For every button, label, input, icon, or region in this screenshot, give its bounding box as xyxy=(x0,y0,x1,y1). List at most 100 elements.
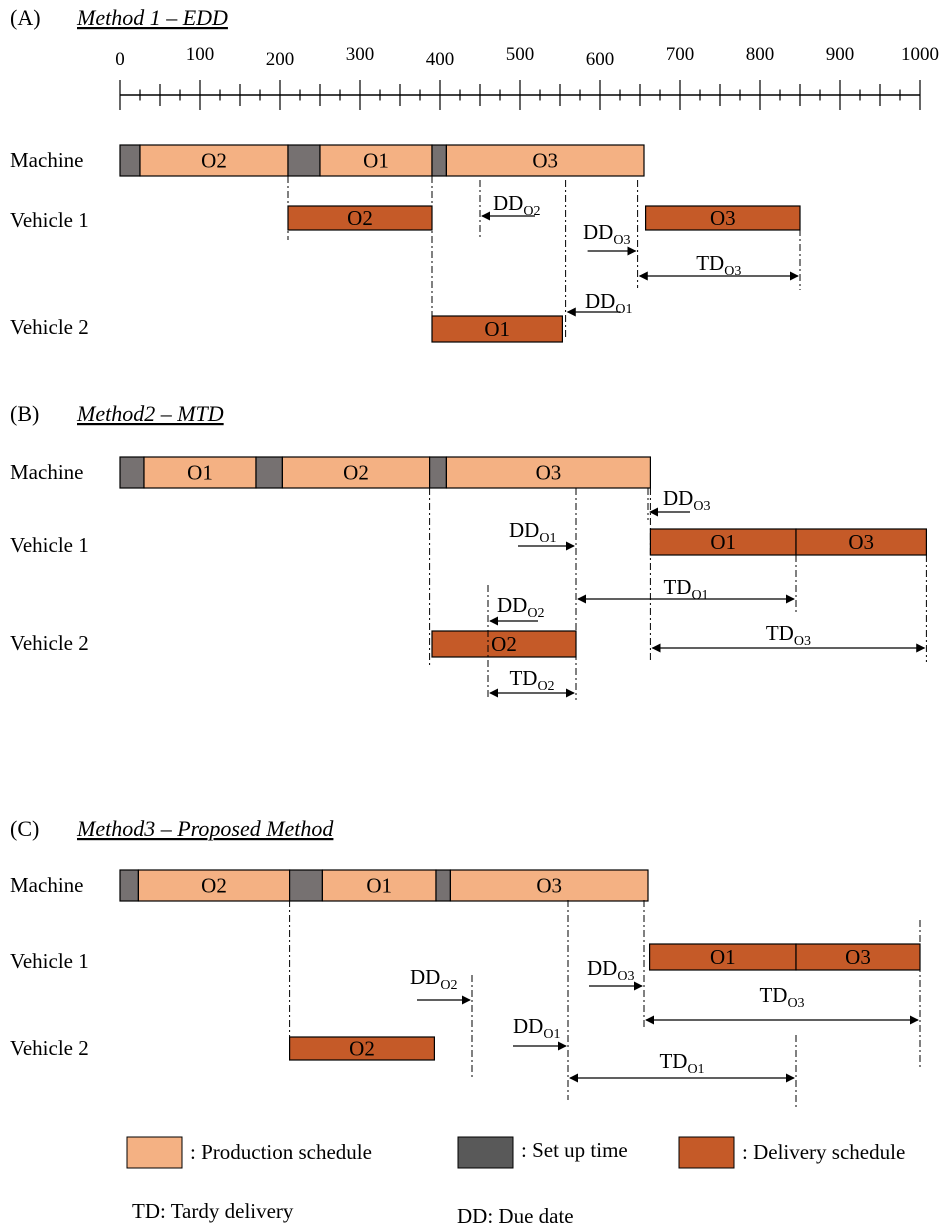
vehicle2-delivery-bar-o2 xyxy=(289,1036,436,1061)
panel-b-vehicle2-label: Vehicle 2 xyxy=(10,631,89,655)
tick-label-0: 0 xyxy=(115,49,125,70)
vehicle1-delivery-bar-o3-label: O3 xyxy=(848,530,874,554)
machine-production-bar-o1 xyxy=(143,456,257,489)
vehicle2-delivery-bar-o2 xyxy=(431,630,577,658)
tick-label-100: 100 xyxy=(186,44,215,65)
machine-production-bar-o1-label: O1 xyxy=(363,149,389,173)
vehicle1-delivery-bar-o3-label: O3 xyxy=(845,945,871,969)
panel-b-vehicle1-label: Vehicle 1 xyxy=(10,533,89,557)
panel-c-vehicle2-label: Vehicle 2 xyxy=(10,1036,89,1060)
due-date-label-o2: DDO2 xyxy=(493,191,540,219)
panel-a-machine-label: Machine xyxy=(10,148,83,172)
vehicle1-delivery-bar-o3 xyxy=(795,528,927,556)
panel-b-title: Method2 – MTD xyxy=(76,401,224,426)
legend: : Production schedule : Set up time : De… xyxy=(126,1136,905,1228)
panel-c-letter: (C) xyxy=(10,816,39,841)
due-date-label-o3: DDO3 xyxy=(587,956,634,984)
tardy-label-o1: TDO1 xyxy=(659,1049,704,1077)
tick-label-800: 800 xyxy=(746,44,775,65)
vehicle1-delivery-bar-o2 xyxy=(287,205,433,231)
panel-b-marks: O1 O2 O3 O1 O3 O2 DDO3 DDO1 DDO2 TDO1 TDO3 TDO2 xyxy=(119,456,927,700)
panel-a-title: Method 1 – EDD xyxy=(76,5,228,30)
tick-label-300: 300 xyxy=(346,44,375,65)
axis-ticks xyxy=(119,80,921,110)
panel-a-letter: (A) xyxy=(10,5,41,30)
vehicle1-delivery-bar-o1-label: O1 xyxy=(710,945,736,969)
panel-b: (B) Method2 – MTD Machine Vehicle 1 Vehi… xyxy=(10,401,927,700)
due-date-label-o1: DDO1 xyxy=(509,518,556,546)
machine-setup-block xyxy=(119,869,139,902)
tick-label-400: 400 xyxy=(426,49,455,70)
legend-dd-note: DD: Due date xyxy=(457,1204,574,1228)
legend-production-swatch xyxy=(126,1136,183,1169)
legend-setup-label: : Set up time xyxy=(521,1138,628,1162)
machine-production-bar-o3-label: O3 xyxy=(536,461,562,485)
machine-production-bar-o3 xyxy=(449,869,649,902)
machine-production-bar-o1-label: O1 xyxy=(366,874,392,898)
time-axis: 0 100 200 300 400 500 600 700 800 900 10… xyxy=(115,44,939,110)
legend-delivery-label: : Delivery schedule xyxy=(742,1140,905,1164)
panel-a-marks: O2 O1 O3 O2 O3 O1 DDO2 DDO3 DDO1 TDO3 xyxy=(119,144,801,343)
machine-setup-block xyxy=(435,869,451,902)
panel-a-vehicle1-label: Vehicle 1 xyxy=(10,208,89,232)
machine-production-bar-o3-label: O3 xyxy=(536,874,562,898)
axis-labels: 0 100 200 300 400 500 600 700 800 900 10… xyxy=(115,44,939,70)
vehicle2-delivery-bar-o1 xyxy=(431,315,563,343)
due-date-label-o3: DDO3 xyxy=(663,486,710,514)
machine-production-bar-o3 xyxy=(445,144,645,177)
panel-a: (A) Method 1 – EDD Machine Vehicle 1 Veh… xyxy=(10,5,801,343)
panel-a-vehicle2-label: Vehicle 2 xyxy=(10,315,89,339)
machine-production-bar-o1-label: O1 xyxy=(187,461,213,485)
vehicle1-delivery-bar-o3-label: O3 xyxy=(710,206,736,230)
vehicle1-delivery-bar-o1-label: O1 xyxy=(710,530,736,554)
machine-setup-block xyxy=(429,456,448,489)
panel-c: (C) Method3 – Proposed Method Machine Ve… xyxy=(10,816,921,1107)
tardy-label-o2: TDO2 xyxy=(509,666,554,694)
machine-production-bar-o3-label: O3 xyxy=(532,149,558,173)
due-date-label-o1: DDO1 xyxy=(585,289,632,317)
vehicle1-delivery-bar-o3 xyxy=(795,943,921,971)
tardy-label-o3: TDO3 xyxy=(766,621,811,649)
vehicle2-delivery-bar-o1-label: O1 xyxy=(484,317,510,341)
vehicle1-delivery-bar-o1 xyxy=(649,528,797,556)
panel-c-vehicle1-label: Vehicle 1 xyxy=(10,949,89,973)
vehicle1-delivery-bar-o3 xyxy=(644,205,801,231)
machine-production-bar-o1 xyxy=(319,144,433,177)
panel-c-title: Method3 – Proposed Method xyxy=(76,816,334,841)
machine-production-bar-o2-label: O2 xyxy=(343,461,369,485)
vehicle1-delivery-bar-o2-label: O2 xyxy=(347,206,373,230)
panel-c-marks: O2 O1 O3 O1 O3 O2 DDO2 DDO3 DDO1 TDO3 TDO1 xyxy=(119,869,921,1107)
legend-setup-swatch xyxy=(457,1136,514,1169)
machine-setup-block xyxy=(431,144,447,177)
machine-setup-block xyxy=(287,144,321,177)
tick-label-600: 600 xyxy=(586,49,615,70)
machine-production-bar-o2-label: O2 xyxy=(201,874,227,898)
panel-b-letter: (B) xyxy=(10,401,39,426)
due-date-label-o2: DDO2 xyxy=(410,965,457,993)
tick-label-500: 500 xyxy=(506,44,535,65)
tardy-label-o3: TDO3 xyxy=(759,983,804,1011)
machine-production-bar-o2 xyxy=(139,144,289,177)
due-date-label-o3: DDO3 xyxy=(583,220,630,248)
machine-production-bar-o3 xyxy=(445,456,651,489)
tick-label-1000: 1000 xyxy=(901,44,939,65)
legend-production-label: : Production schedule xyxy=(190,1140,372,1164)
vehicle2-delivery-bar-o2-label: O2 xyxy=(349,1037,375,1061)
legend-delivery-swatch xyxy=(678,1136,735,1169)
vehicle2-delivery-bar-o2-label: O2 xyxy=(491,632,517,656)
due-date-label-o2: DDO2 xyxy=(497,593,544,621)
legend-td-note: TD: Tardy delivery xyxy=(132,1199,294,1223)
machine-setup-block xyxy=(119,456,145,489)
vehicle1-delivery-bar-o1 xyxy=(648,943,797,971)
machine-production-bar-o2 xyxy=(137,869,291,902)
machine-setup-block xyxy=(119,144,141,177)
tick-label-200: 200 xyxy=(266,49,295,70)
tardy-label-o3: TDO3 xyxy=(696,251,741,279)
machine-production-bar-o2-label: O2 xyxy=(201,149,227,173)
due-date-label-o1: DDO1 xyxy=(513,1014,560,1042)
machine-setup-block xyxy=(289,869,324,902)
panel-c-machine-label: Machine xyxy=(10,873,83,897)
panel-b-machine-label: Machine xyxy=(10,460,83,484)
tardy-label-o1: TDO1 xyxy=(663,575,708,603)
